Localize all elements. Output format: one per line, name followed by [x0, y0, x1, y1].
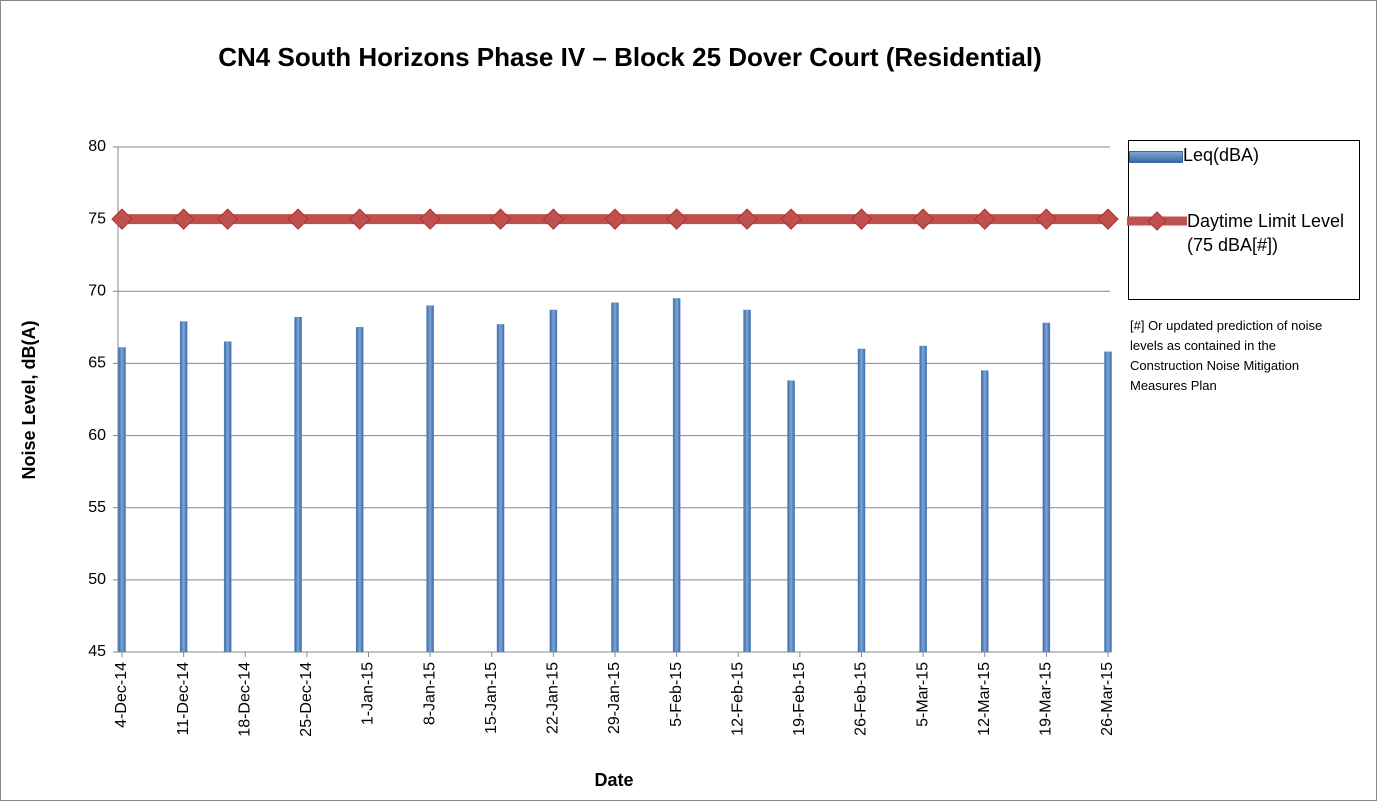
bar: [919, 345, 927, 653]
x-tick-label: 26-Mar-15: [1099, 662, 1116, 736]
x-axis-title: Date: [594, 770, 633, 790]
legend: Leq(dBA) Daytime Limit Level (75 dBA[#]): [1127, 140, 1360, 300]
marker: [111, 208, 133, 230]
y-tick-label: 80: [88, 138, 106, 155]
y-axis-title: Noise Level, dB(A): [19, 320, 39, 479]
x-tick-label: 15-Jan-15: [483, 662, 500, 734]
marker: [665, 208, 688, 230]
x-tick-label: 29-Jan-15: [606, 662, 623, 734]
marker: [419, 208, 441, 230]
note: [#] Or updated prediction of noise level…: [1130, 318, 1323, 393]
marker: [912, 208, 934, 230]
x-tick-label: 18-Dec-14: [236, 662, 253, 737]
y-tick-label: 70: [88, 283, 106, 300]
x-tick-label: 8-Jan-15: [421, 662, 438, 725]
legend-label: Daytime Limit Level (75 dBA[#]): [1187, 211, 1345, 255]
y-tick-label: 65: [88, 355, 106, 372]
bar: [611, 302, 619, 653]
bar: [549, 309, 558, 653]
x-tick-label: 12-Mar-15: [976, 662, 993, 736]
bar: [223, 341, 232, 653]
marker: [780, 208, 802, 230]
legend-marker: [1147, 211, 1167, 231]
marker: [604, 208, 626, 230]
y-tick-label: 50: [88, 571, 106, 588]
legend-label: Leq(dBA): [1183, 145, 1260, 165]
y-tick-label: 55: [88, 499, 106, 516]
bar: [179, 321, 188, 653]
y-tick-label: 60: [88, 427, 106, 444]
marker: [542, 208, 565, 230]
bar: [857, 348, 866, 653]
marker: [736, 208, 758, 230]
x-tick-label: 19-Feb-15: [791, 662, 808, 736]
marker: [850, 208, 873, 230]
bar: [118, 347, 126, 653]
x-tick-label: 19-Mar-15: [1038, 662, 1055, 736]
legend-swatch: [1129, 151, 1183, 163]
legend-swatch: [1127, 211, 1187, 231]
legend-item: Daytime Limit Level (75 dBA[#]): [1127, 209, 1347, 257]
x-tick-label: 22-Jan-15: [545, 662, 562, 734]
marker: [172, 208, 195, 230]
bar: [743, 309, 751, 653]
y-tick-label: 75: [88, 210, 106, 227]
marker: [348, 208, 371, 230]
bar: [355, 327, 364, 653]
x-tick-label: 12-Feb-15: [729, 662, 746, 736]
x-tick-label: 4-Dec-14: [113, 662, 130, 728]
bar: [1042, 322, 1051, 653]
bar: [1104, 351, 1112, 653]
chart-title: CN4 South Horizons Phase IV – Block 25 D…: [218, 42, 1042, 72]
marker: [216, 208, 239, 230]
marker: [1097, 208, 1119, 230]
bar: [787, 380, 795, 653]
x-tick-label: 5-Mar-15: [914, 662, 931, 727]
bar: [426, 305, 434, 653]
bar: [294, 317, 302, 653]
x-tick-label: 26-Feb-15: [853, 662, 870, 736]
marker: [1035, 208, 1058, 230]
marker: [974, 208, 996, 230]
legend-item: Leq(dBA): [1129, 143, 1259, 167]
x-tick-label: 5-Feb-15: [668, 662, 685, 727]
x-tick-label: 25-Dec-14: [298, 662, 315, 737]
bar: [672, 298, 681, 653]
x-tick-label: 1-Jan-15: [360, 662, 377, 725]
bar: [981, 370, 989, 653]
y-tick-label: 45: [88, 643, 106, 660]
marker: [489, 208, 512, 230]
marker: [287, 208, 309, 230]
x-tick-label: 11-Dec-14: [175, 662, 192, 736]
bar: [496, 324, 505, 653]
